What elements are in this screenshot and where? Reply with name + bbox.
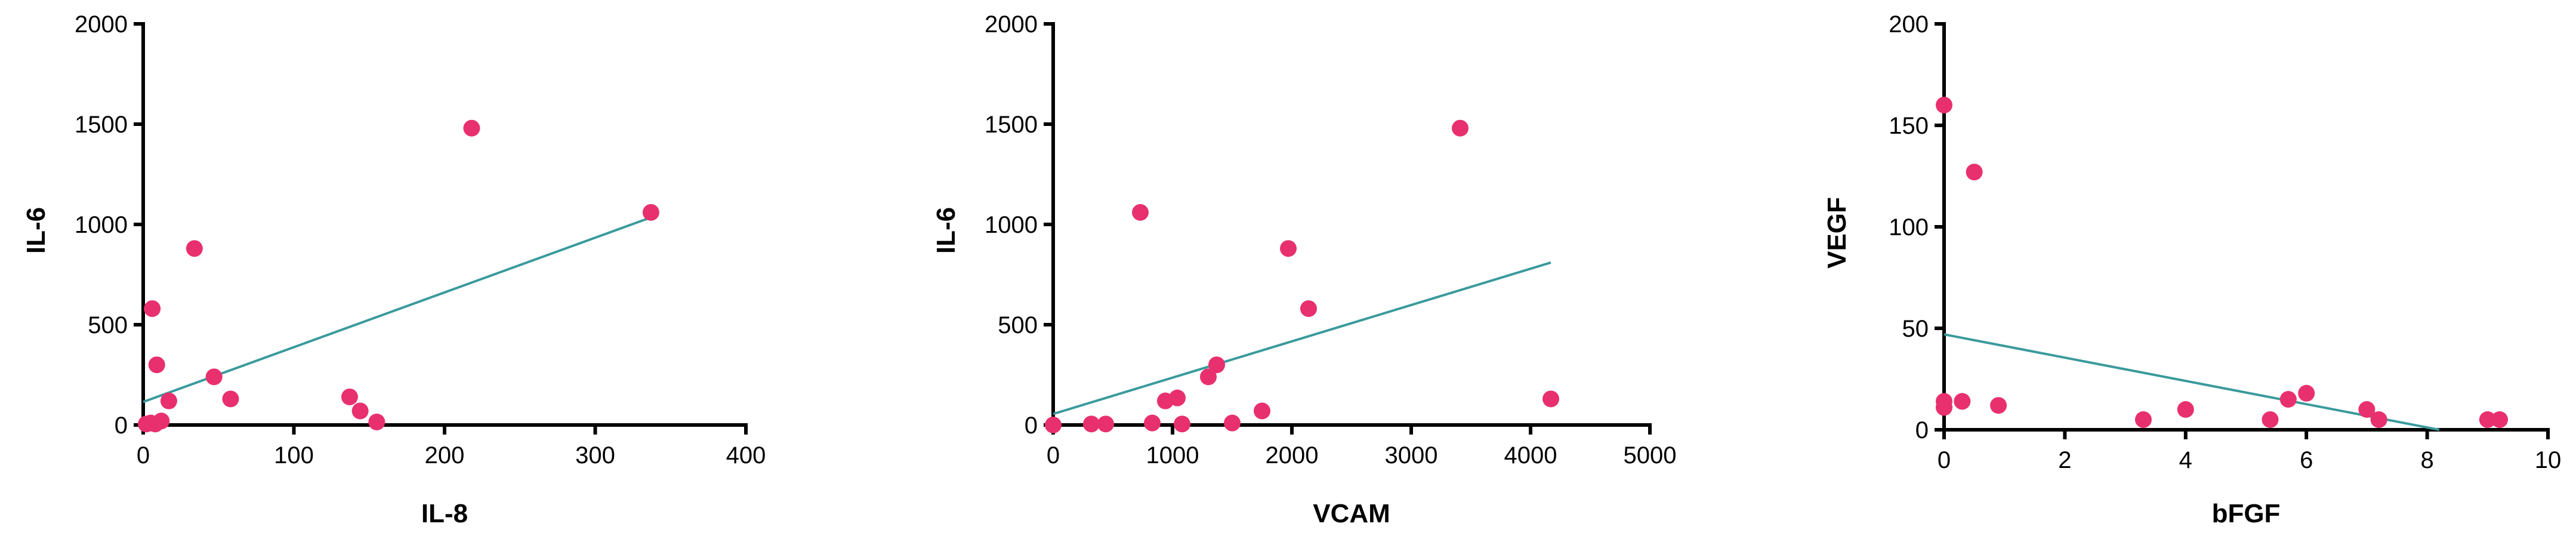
y-tick-label: 1500 bbox=[75, 112, 128, 138]
x-tick-label: 8 bbox=[2420, 447, 2433, 473]
x-tick-label: 2000 bbox=[1266, 442, 1319, 469]
y-tick-label: 0 bbox=[1915, 417, 1929, 443]
data-point bbox=[2177, 401, 2194, 418]
y-axis-title: IL-6 bbox=[931, 207, 961, 254]
x-tick-label: 400 bbox=[726, 442, 766, 469]
y-tick-label: 2000 bbox=[75, 11, 128, 38]
x-tick-label: 6 bbox=[2300, 447, 2313, 473]
data-point bbox=[148, 356, 165, 374]
data-point bbox=[1966, 164, 1983, 181]
y-tick-label: 2000 bbox=[985, 11, 1038, 38]
data-point bbox=[186, 240, 203, 257]
x-tick-label: 1000 bbox=[1146, 442, 1199, 469]
data-point bbox=[2298, 384, 2315, 402]
x-tick-label: 200 bbox=[425, 442, 465, 469]
y-tick-label: 200 bbox=[1889, 11, 1929, 38]
data-point bbox=[1936, 97, 1952, 113]
data-point bbox=[1200, 368, 1217, 386]
data-point bbox=[205, 368, 223, 386]
data-point bbox=[144, 300, 161, 318]
data-point bbox=[463, 119, 480, 137]
x-tick-label: 5000 bbox=[1624, 442, 1677, 469]
x-tick-label: 300 bbox=[575, 442, 615, 469]
data-point bbox=[1169, 389, 1186, 406]
x-tick-label: 4000 bbox=[1504, 442, 1557, 469]
y-tick-label: 1000 bbox=[985, 212, 1038, 238]
data-point bbox=[2279, 391, 2297, 408]
data-point bbox=[222, 390, 239, 408]
data-point bbox=[1254, 402, 1270, 420]
y-axis-title: IL-6 bbox=[21, 207, 51, 254]
y-axis-title: VEGF bbox=[1822, 197, 1852, 269]
data-point bbox=[351, 402, 369, 420]
x-tick-label: 10 bbox=[2535, 447, 2562, 473]
x-tick-label: 2 bbox=[2058, 447, 2071, 473]
y-tick-label: 500 bbox=[88, 312, 128, 338]
x-axis-title: VCAM bbox=[1313, 499, 1390, 528]
scatter-panel-il8-vs-il6: 0 500 1000 1500 2000 0 100 200 300 400 IL-8 IL-6 bbox=[21, 11, 766, 528]
x-tick-label: 0 bbox=[1047, 442, 1060, 469]
data-point bbox=[1144, 414, 1161, 432]
data-point bbox=[160, 392, 177, 409]
y-tick-label: 150 bbox=[1889, 113, 1929, 139]
y-tick-label: 1000 bbox=[75, 212, 128, 238]
data-point bbox=[2358, 401, 2376, 418]
data-point bbox=[2370, 411, 2387, 428]
regression-line bbox=[143, 216, 652, 404]
data-point bbox=[1542, 390, 1559, 408]
data-point bbox=[368, 413, 385, 430]
data-point bbox=[1208, 356, 1225, 374]
data-point bbox=[1300, 300, 1317, 318]
data-point bbox=[1452, 119, 1469, 137]
data-point bbox=[2491, 411, 2509, 428]
data-point bbox=[1045, 417, 1062, 433]
data-point bbox=[1174, 415, 1190, 433]
data-point bbox=[341, 388, 358, 405]
data-point bbox=[1132, 204, 1149, 221]
data-point bbox=[2262, 411, 2279, 428]
data-point bbox=[1990, 397, 2007, 414]
data-point bbox=[1083, 415, 1100, 433]
regression-line bbox=[1053, 261, 1551, 415]
y-tick-label: 0 bbox=[115, 412, 128, 439]
y-tick-label: 50 bbox=[1902, 316, 1929, 342]
data-point bbox=[1224, 414, 1241, 432]
y-tick-label: 500 bbox=[998, 312, 1038, 338]
data-point bbox=[2134, 411, 2152, 428]
data-point bbox=[153, 412, 170, 430]
x-tick-label: 0 bbox=[137, 442, 150, 469]
scatter-panel-vcam-vs-il6: 0 500 1000 1500 2000 0 1000 2000 3000 4000 5000 VCA… bbox=[931, 11, 1676, 528]
regression-line bbox=[1943, 333, 2440, 431]
x-axis-title: IL-8 bbox=[421, 499, 468, 528]
data-point bbox=[1097, 415, 1114, 433]
data-point bbox=[1280, 240, 1297, 257]
x-axis-title: bFGF bbox=[2212, 499, 2281, 528]
x-tick-label: 4 bbox=[2179, 447, 2192, 473]
data-point bbox=[2479, 411, 2496, 428]
x-tick-label: 3000 bbox=[1385, 442, 1438, 469]
data-point bbox=[1936, 399, 1952, 416]
scatter-panel-bfgf-vs-vegf: 0 50 100 150 200 0 2 4 6 8 10 bFGF VEGF bbox=[1822, 11, 2561, 528]
x-tick-label: 0 bbox=[1938, 447, 1951, 473]
data-point bbox=[642, 204, 659, 221]
y-tick-label: 100 bbox=[1889, 214, 1929, 241]
y-tick-label: 1500 bbox=[985, 112, 1038, 138]
data-point bbox=[1954, 393, 1971, 410]
x-tick-label: 100 bbox=[274, 442, 314, 469]
y-tick-label: 0 bbox=[1025, 412, 1038, 439]
